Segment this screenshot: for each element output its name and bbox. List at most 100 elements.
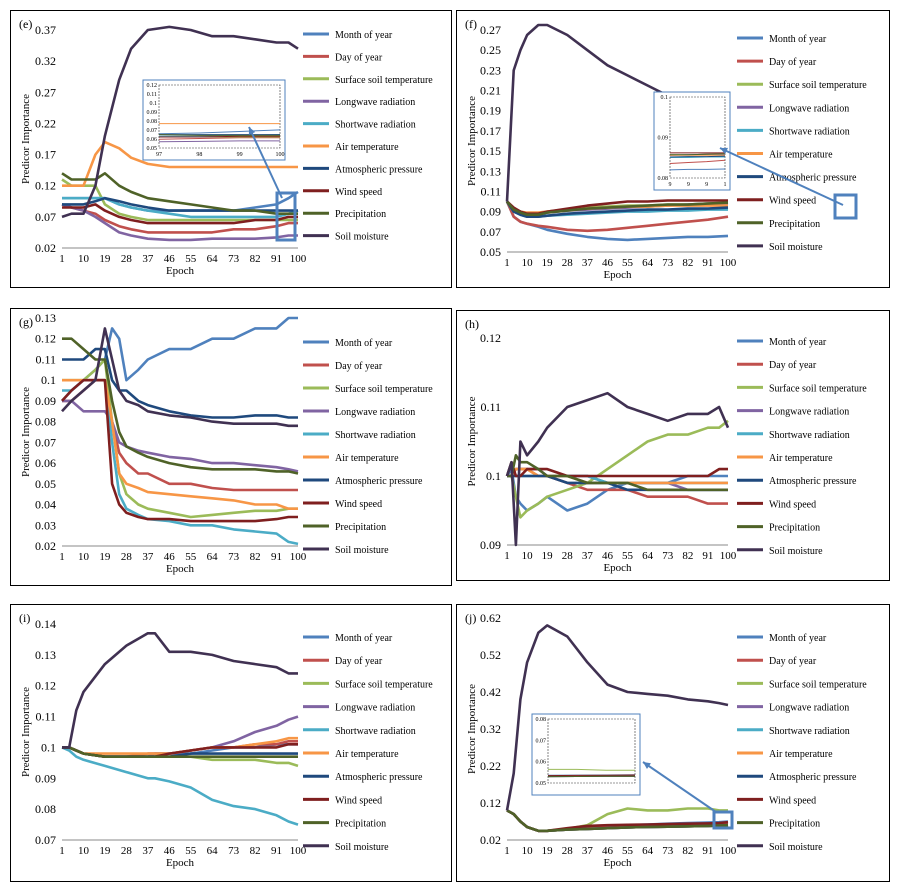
y-tick-label: 0.12 (480, 331, 501, 345)
y-tick-label: 0.27 (35, 85, 56, 99)
y-tick-label: 0.09 (480, 538, 501, 552)
y-tick-label: 0.02 (35, 539, 56, 553)
legend-label: Surface soil temperature (335, 384, 433, 395)
x-tick-label: 28 (121, 253, 133, 265)
legend-label: Atmospheric pressure (335, 476, 423, 487)
panel-label: (j) (465, 611, 476, 625)
x-tick-label: 10 (522, 845, 534, 857)
legend-label: Shortwave radiation (335, 430, 416, 441)
x-tick-label: 55 (622, 550, 634, 562)
series-line-day-of-year (505, 200, 729, 233)
x-tick-label: 19 (542, 257, 554, 269)
inset-y-tick: 0.08 (536, 717, 547, 723)
series-line-soil-moisture (505, 391, 730, 547)
zoom-arrow-head (248, 127, 256, 135)
legend-label: Atmospheric pressure (769, 476, 857, 487)
y-tick-label: 0.02 (35, 241, 56, 255)
series-line-soil-moisture (505, 624, 729, 811)
y-tick-label: 0.32 (35, 54, 56, 68)
y-axis-title: Predicor Importance (466, 396, 478, 486)
inset-frame (531, 713, 641, 796)
series-line-day-of-year (61, 203, 298, 234)
series-line-precipitation (507, 453, 728, 492)
chart-4: (i) 0.14 0.13 0.12 0.11 0.1 0.09 0.08 0.071 10 19 2… (19, 611, 433, 869)
y-tick-label: 0.09 (35, 771, 56, 785)
panel-label: (i) (19, 611, 30, 625)
x-tick-label: 100 (290, 845, 307, 857)
legend-label: Wind speed (769, 196, 816, 207)
x-tick-label: 46 (602, 845, 614, 857)
legend-label: Month of year (769, 337, 827, 348)
y-tick-label: 0.07 (480, 225, 501, 239)
series-line-precipitation (506, 809, 729, 833)
legend-label: Longwave radiation (769, 407, 849, 418)
legend-label: Soil moisture (335, 232, 389, 243)
inset-y-tick: 0.08 (147, 119, 158, 125)
y-tick-label: 0.12 (480, 796, 501, 810)
inset-series-line (547, 774, 636, 777)
y-tick-label: 0.1 (41, 373, 56, 387)
chart-0: (e) 0.37 0.32 0.27 0.22 0.17 0.12 0.07 0.021 10 19… (19, 17, 433, 277)
inset-series-line (670, 156, 725, 158)
panel-label: (h) (465, 317, 479, 331)
zoom-highlight-box (712, 810, 734, 830)
x-tick-label: 28 (121, 551, 133, 563)
x-tick-label: 64 (207, 551, 219, 563)
x-tick-label: 73 (228, 551, 240, 563)
legend-label: Soil moisture (769, 842, 823, 853)
inset-y-tick: 0.08 (658, 176, 669, 182)
inset-y-tick: 0.06 (147, 137, 158, 143)
series-line-precipitation (505, 200, 729, 216)
legend-label: Precipitation (769, 819, 820, 830)
x-tick-label: 10 (78, 845, 90, 857)
legend-label: Air temperature (335, 749, 399, 760)
x-tick-label: 37 (142, 845, 154, 857)
x-tick-label: 73 (228, 845, 240, 857)
legend-label: Shortwave radiation (335, 120, 416, 131)
x-tick-label: 100 (720, 257, 737, 269)
x-tick-label: 55 (185, 253, 197, 265)
x-tick-label: 82 (250, 551, 261, 563)
panel-h (456, 310, 890, 581)
inset-x-tick: 9 (705, 182, 708, 188)
legend-label: Surface soil temperature (769, 679, 867, 690)
legend-label: Wind speed (335, 499, 382, 510)
x-tick-label: 46 (164, 845, 176, 857)
inset-y-tick: 0.09 (658, 136, 669, 142)
inset-y-tick: 0.1 (661, 95, 669, 101)
y-tick-label: 0.62 (480, 611, 501, 625)
zoom-arrow (719, 147, 844, 206)
series-line-day-of-year (62, 378, 298, 492)
y-tick-label: 0.06 (35, 456, 56, 470)
legend-label: Precipitation (769, 219, 820, 230)
x-tick-label: 55 (185, 845, 197, 857)
series-line-air-temperature (62, 140, 298, 187)
legend-label: Month of year (335, 338, 393, 349)
legend-label: Air temperature (335, 453, 399, 464)
inset-series-line (158, 140, 280, 143)
inset-x-tick: 1 (724, 182, 727, 188)
zoom-highlight-box (833, 193, 858, 220)
legend-label: Air temperature (769, 749, 833, 760)
legend-label: Day of year (769, 656, 817, 667)
inset-y-tick: 0.11 (147, 92, 157, 98)
x-tick-label: 91 (702, 257, 713, 269)
y-tick-label: 0.09 (35, 394, 56, 408)
legend-label: Longwave radiation (769, 103, 849, 114)
x-tick-label: 46 (602, 257, 614, 269)
y-tick-label: 0.25 (480, 43, 501, 57)
x-tick-label: 10 (522, 257, 534, 269)
x-tick-label: 10 (78, 551, 90, 563)
x-tick-label: 19 (99, 845, 111, 857)
inset-y-tick: 0.05 (536, 781, 547, 787)
series-line-longwave-radiation (61, 203, 298, 242)
y-tick-label: 0.22 (35, 116, 56, 130)
y-tick-label: 0.04 (35, 498, 56, 512)
x-tick-label: 82 (682, 550, 693, 562)
y-tick-label: 0.09 (480, 205, 501, 219)
x-tick-label: 37 (142, 253, 154, 265)
y-tick-label: 0.27 (480, 23, 501, 37)
inset-x-tick: 9 (669, 182, 672, 188)
x-tick-label: 19 (542, 550, 554, 562)
